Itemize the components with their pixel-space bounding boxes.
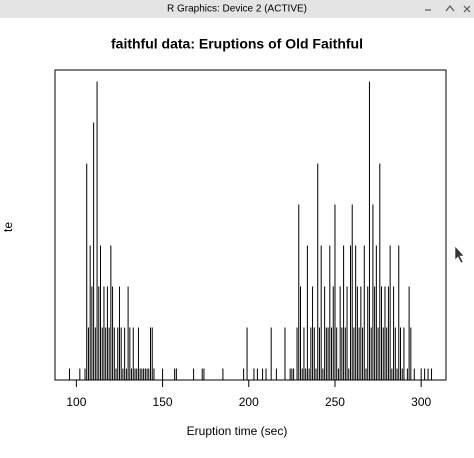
x-axis-label: Eruption time (sec) <box>187 424 288 438</box>
window-title: R Graphics: Device 2 (ACTIVE) <box>167 4 307 15</box>
title-bar <box>0 0 474 18</box>
plot-box <box>54 69 447 381</box>
y-axis-label: te <box>1 222 15 232</box>
x-tick-label: 250 <box>325 395 345 409</box>
mouse-cursor <box>454 245 465 264</box>
x-tick-label: 100 <box>66 395 86 409</box>
x-tick-label: 200 <box>239 395 259 409</box>
window-buttons[interactable] <box>425 5 471 13</box>
plot-background <box>0 18 474 453</box>
x-tick-label: 300 <box>411 395 431 409</box>
x-tick-label: 150 <box>153 395 173 409</box>
chart-title: faithful data: Eruptions of Old Faithful <box>111 36 363 52</box>
